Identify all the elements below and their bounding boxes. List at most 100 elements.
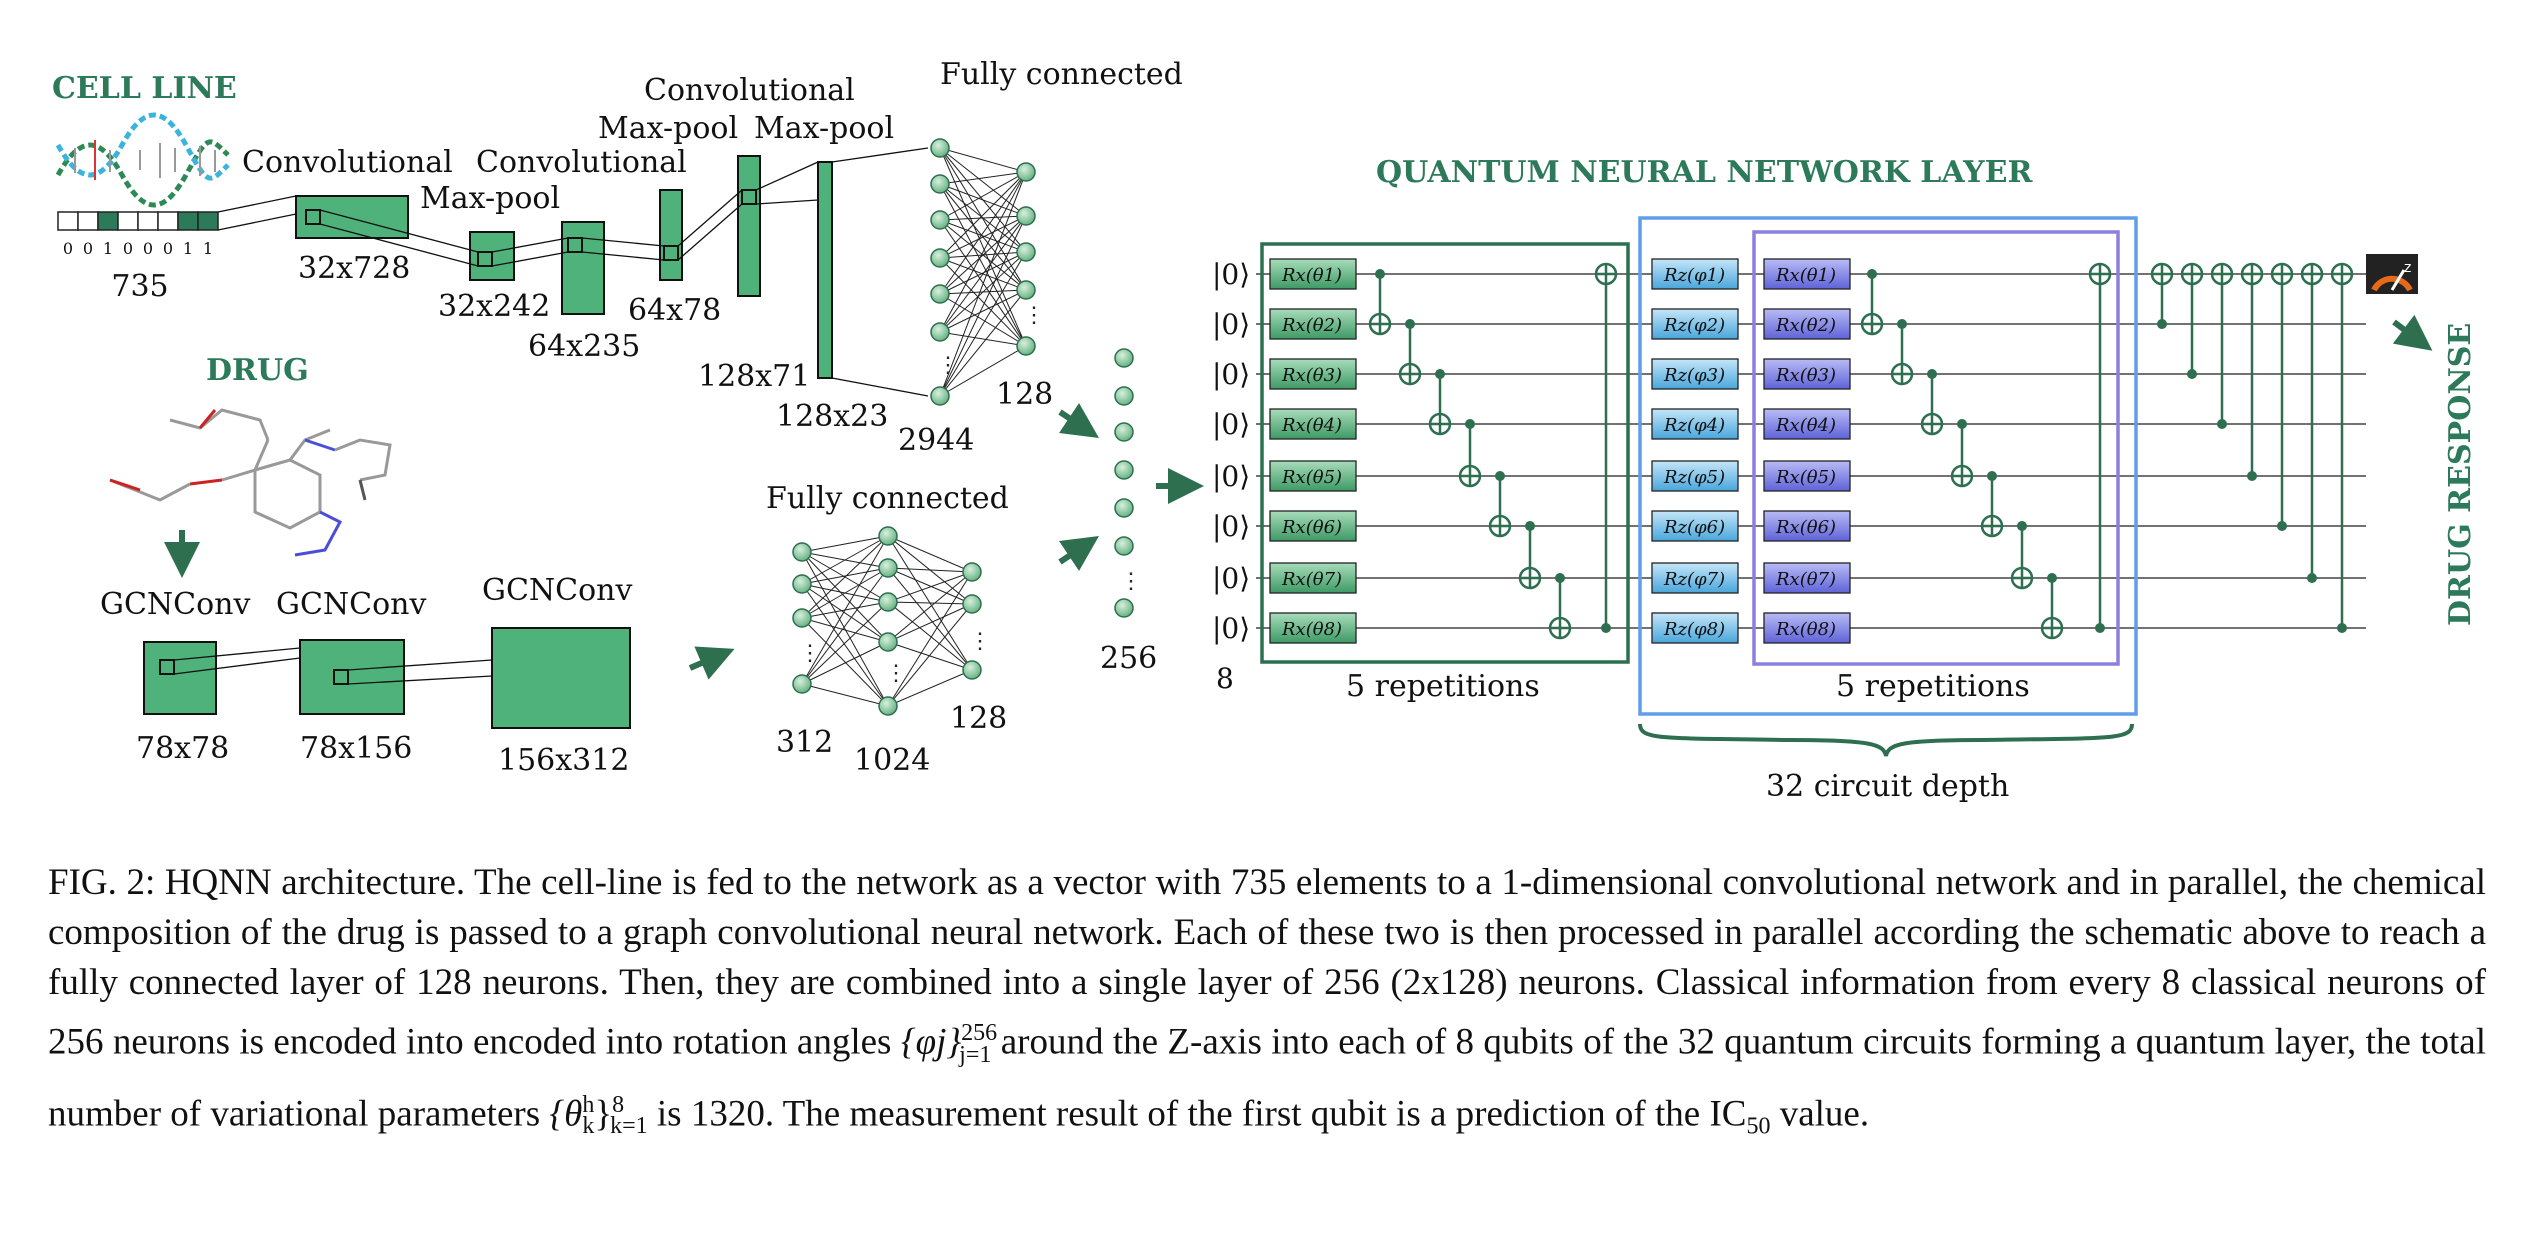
qubit-ket: |0⟩ [1212,308,1250,341]
rotation-gate: Rx(θ6) [1763,510,1851,542]
rotation-gate: Rx(θ5) [1763,460,1851,492]
bit-7: 1 [203,239,213,258]
rotation-gate: Rz(φ3) [1651,358,1739,390]
svg-text:Rz(φ2): Rz(φ2) [1663,315,1725,336]
svg-text:⋮: ⋮ [969,629,991,654]
neuron [1114,422,1134,442]
qubit-ket: |0⟩ [1212,562,1250,595]
qubit-ket: |0⟩ [1212,408,1250,441]
conv1-size: 32x728 [298,251,410,286]
caption-part-1: FIG. 2: HQNN architecture. The cell-line… [48,862,2486,1063]
neuron [930,138,950,158]
cnot-control [1897,319,1907,329]
neuron [792,608,812,628]
dna-icon [55,112,230,208]
merged-size: 256 [1100,641,1157,676]
cell-line-title: CELL LINE [52,71,237,106]
svg-text:Rx(θ6): Rx(θ6) [1775,517,1836,538]
conv2-label: Convolutional [476,145,687,180]
svg-text:Rx(θ7): Rx(θ7) [1281,569,1342,590]
cnot-control [2157,319,2167,329]
qubit-ket: |0⟩ [1212,258,1250,291]
output-label: DRUG RESPONSE [2443,323,2478,626]
architecture-figure: CELL LINE 0 0 1 0 0 0 1 1 735 [52,57,2478,804]
rotation-gate: Rz(φ7) [1651,562,1739,594]
conv1-block [295,195,409,239]
bit-1: 0 [83,239,93,258]
svg-text:⋮: ⋮ [1120,569,1142,594]
neuron [878,592,898,612]
cnot-control [1405,319,1415,329]
neuron [930,174,950,194]
svg-text:⋮: ⋮ [885,661,907,686]
neuron [1114,498,1134,518]
cnot-control [2187,369,2197,379]
rotation-gate: Rx(θ1) [1763,258,1851,290]
neuron [878,526,898,546]
right-arrow-icon [688,646,735,680]
qubit-ket: |0⟩ [1212,510,1250,543]
conv3-block [737,155,761,297]
neuron [930,210,950,230]
neuron [1114,536,1134,556]
neuron [962,594,982,614]
svg-text:Rx(θ8): Rx(θ8) [1775,619,1836,640]
gcn2-label: GCNConv [276,587,427,622]
svg-text:Rz(φ4): Rz(φ4) [1663,415,1725,436]
svg-text:Rx(θ2): Rx(θ2) [1775,315,1836,336]
phi-sup: 256 [961,1020,998,1046]
drug-title: DRUG [206,353,309,388]
maxpool3-label: Max-pool [754,111,894,146]
quantum-circuit: |0⟩ |0⟩ |0⟩ |0⟩ |0⟩ |0⟩ |0⟩ |0⟩ Rx(θ1) Rz(φ1) Rx(θ… [1212,216,2366,716]
drug-fc-out-size: 128 [950,701,1007,736]
svg-text:Rx(θ4): Rx(θ4) [1775,415,1836,436]
svg-text:Rz(φ8): Rz(φ8) [1663,619,1725,640]
molecule-icon [109,408,392,557]
cnot-control [1525,521,1535,531]
neuron [1114,386,1134,406]
svg-text:Rx(θ3): Rx(θ3) [1281,365,1342,386]
conv2-size: 64x235 [528,329,640,364]
gcn1-size: 78x78 [136,731,229,766]
maxpool3-block [817,161,833,379]
neuron [1016,162,1036,182]
cell-fc-in-size: 2944 [898,423,974,458]
neuron [1016,206,1036,226]
conv2-block [561,221,605,315]
svg-text:Rz(φ6): Rz(φ6) [1663,517,1725,538]
svg-text:Rz(φ7): Rz(φ7) [1663,569,1725,590]
cnot-control [2217,419,2227,429]
neuron [792,542,812,562]
rotation-gate: Rz(φ2) [1651,308,1739,340]
svg-text:Rx(θ1): Rx(θ1) [1281,265,1342,286]
cnot-control [1867,269,1877,279]
svg-text:Rz(φ3): Rz(φ3) [1663,365,1725,386]
svg-text:Rx(θ3): Rx(θ3) [1775,365,1836,386]
rotation-gate: Rx(θ2) [1763,308,1851,340]
bit-3: 0 [123,239,133,258]
svg-text:Rx(θ5): Rx(θ5) [1775,467,1836,488]
rotation-gate: Rx(θ1) [1269,258,1357,290]
caption-part-4: value. [1770,1093,1870,1135]
bit-0: 0 [63,239,73,258]
rotation-gate: Rz(φ1) [1651,258,1739,290]
svg-text:Rx(θ6): Rx(θ6) [1281,517,1342,538]
gcn2-block [299,639,405,715]
gcn3-block [491,627,631,729]
cnot-control [1957,419,1967,429]
input-size-label: 735 [111,269,168,304]
gcn3-label: GCNConv [482,573,633,608]
ic-sub: 50 [1746,1113,1771,1140]
drug-fc-title: Fully connected [766,481,1009,516]
conv3-label: Convolutional [644,73,855,108]
drug-fc-in-size: 312 [776,725,833,760]
merge-arrow-bottom-icon [1058,536,1099,571]
theta-sub: k=1 [610,1113,648,1140]
rotation-gate: Rx(θ4) [1763,408,1851,440]
cnot-control [2095,623,2105,633]
bit-4: 0 [143,239,153,258]
neuron [792,674,812,694]
maxpool1-label: Max-pool [420,181,560,216]
svg-text:Rx(θ8): Rx(θ8) [1281,619,1342,640]
svg-text:z: z [2404,260,2411,276]
